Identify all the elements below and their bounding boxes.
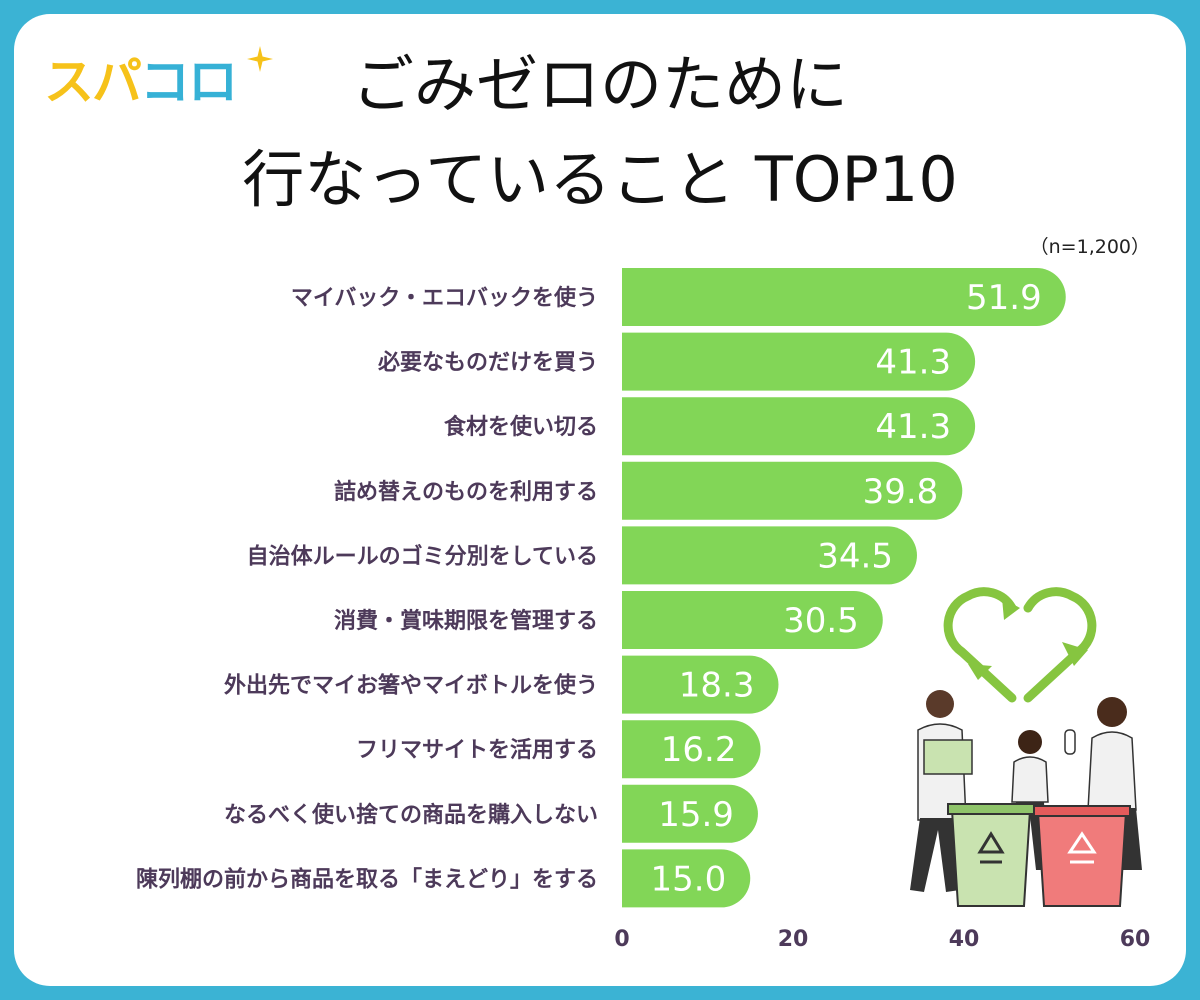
bar-3 xyxy=(622,397,976,456)
sparkle-icon xyxy=(247,46,273,72)
logo-text-part1: スパ xyxy=(44,53,142,111)
chart-title-line2: 行なっていること TOP10 xyxy=(242,143,958,216)
bar-value-label-8: 16.2 xyxy=(661,730,737,770)
x-tick-label-60: 60 xyxy=(1120,927,1151,952)
sample-size-note: （n=1,200） xyxy=(1029,236,1150,258)
category-label-1: マイバック・エコバックを使う xyxy=(291,286,598,311)
category-label-7: 外出先でマイお箸やマイボトルを使う xyxy=(224,673,598,699)
category-label-2: 必要なものだけを買う xyxy=(378,350,598,376)
bar-value-label-10: 15.0 xyxy=(651,859,727,899)
x-tick-label-20: 20 xyxy=(778,927,809,952)
category-label-3: 食材を使い切る xyxy=(444,414,598,440)
bars-group: 51.9 41.3 41.3 39.8 34.5 30.5 18.3 16.2 15.9 15.0 xyxy=(622,268,1066,908)
category-label-5: 自治体ルールのゴミ分別をしている xyxy=(247,543,598,569)
chart-title-line1: ごみゼロのために xyxy=(351,48,848,121)
x-tick-label-40: 40 xyxy=(949,927,980,952)
bar-4 xyxy=(622,461,963,520)
category-labels-group: マイバック・エコバックを使う必要なものだけを買う食材を使い切る詰め替えのものを利… xyxy=(136,286,598,892)
brand-logo: スパコロ xyxy=(44,46,274,112)
bar-6 xyxy=(622,591,883,649)
recycling-people-illustration xyxy=(910,587,1142,907)
category-label-10: 陳列棚の前から商品を取る「まえどり」をする xyxy=(136,866,598,892)
bar-value-label-3: 41.3 xyxy=(875,407,951,447)
category-label-8: フリマサイトを活用する xyxy=(356,738,598,763)
bar-10 xyxy=(622,849,751,908)
bar-7 xyxy=(622,655,779,714)
bar-1 xyxy=(622,268,1066,326)
bar-value-label-9: 15.9 xyxy=(658,795,734,835)
bar-2 xyxy=(622,332,976,391)
bar-value-label-2: 41.3 xyxy=(875,343,951,383)
bar-value-label-5: 34.5 xyxy=(817,536,893,576)
bar-value-label-7: 18.3 xyxy=(679,666,755,706)
bar-8 xyxy=(622,720,761,779)
bar-5 xyxy=(622,526,917,585)
x-axis-ticks-group: 0 20 40 60 xyxy=(614,927,1150,952)
logo-text-part2: コロ xyxy=(140,53,238,111)
bar-value-label-6: 30.5 xyxy=(783,601,859,641)
category-label-9: なるべく使い捨ての商品を購入しない xyxy=(224,802,598,828)
category-label-4: 詰め替えのものを利用する xyxy=(334,479,598,505)
x-tick-label-0: 0 xyxy=(614,927,629,952)
bar-9 xyxy=(622,784,758,843)
bar-value-label-1: 51.9 xyxy=(966,278,1042,318)
bar-value-label-4: 39.8 xyxy=(863,472,939,512)
category-label-6: 消費・賞味期限を管理する xyxy=(334,608,598,634)
